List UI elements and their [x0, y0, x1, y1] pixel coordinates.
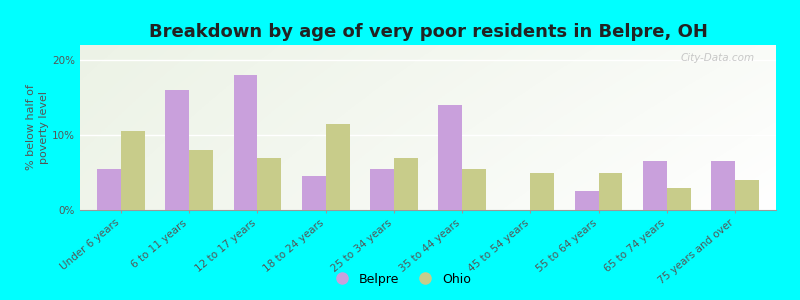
Title: Breakdown by age of very poor residents in Belpre, OH: Breakdown by age of very poor residents … — [149, 23, 707, 41]
Bar — [166, 90, 189, 210]
Bar — [121, 131, 145, 210]
Y-axis label: % below half of
poverty level: % below half of poverty level — [26, 85, 50, 170]
Bar — [189, 150, 213, 210]
Bar — [302, 176, 326, 210]
Bar — [258, 158, 282, 210]
Bar — [326, 124, 350, 210]
Bar — [667, 188, 690, 210]
Bar — [530, 172, 554, 210]
Bar — [598, 172, 622, 210]
Bar — [234, 75, 258, 210]
Bar — [735, 180, 759, 210]
Text: City-Data.com: City-Data.com — [681, 53, 755, 63]
Bar — [574, 191, 598, 210]
Bar — [370, 169, 394, 210]
Legend: Belpre, Ohio: Belpre, Ohio — [324, 268, 476, 291]
Bar — [438, 105, 462, 210]
Bar — [643, 161, 667, 210]
Bar — [462, 169, 486, 210]
Bar — [394, 158, 418, 210]
Bar — [711, 161, 735, 210]
Bar — [97, 169, 121, 210]
